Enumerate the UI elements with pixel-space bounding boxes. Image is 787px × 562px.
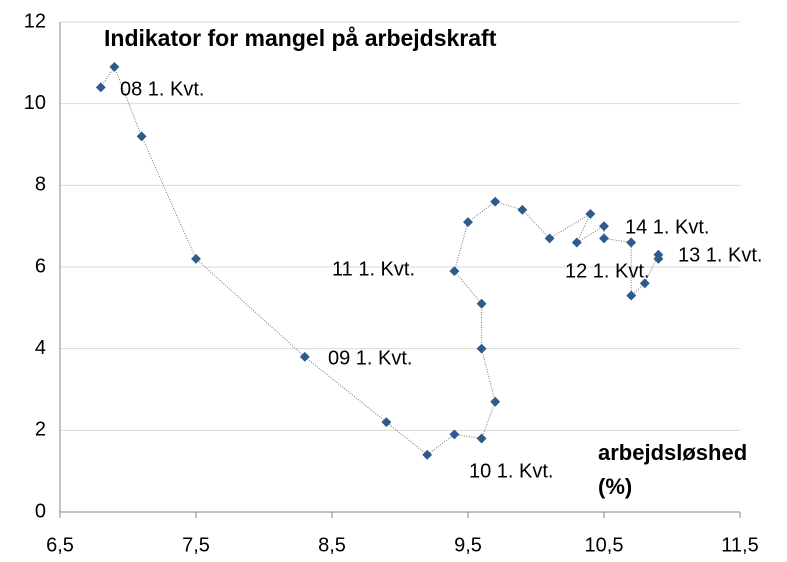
annotation: 09 1. Kvt. [328,347,413,369]
point [476,343,487,354]
x-tick-label: 10,5 [585,534,624,556]
y-tick-label: 4 [35,337,46,359]
annotation: 10 1. Kvt. [469,460,554,482]
x-tick-label: 7,5 [182,534,210,556]
annotation: 08 1. Kvt. [120,78,205,100]
point [626,237,637,248]
annotation: 12 1. Kvt. [565,260,650,282]
point [544,233,555,244]
point [599,221,609,232]
x-tick-label: 11,5 [721,534,758,556]
point [191,253,201,264]
point [626,290,637,301]
point [299,351,310,362]
y-tick-label: 12 [24,10,46,32]
chart-title: Indikator for mangel på arbejdskraft [104,25,497,51]
x-tick-label: 8,5 [318,534,346,556]
annotation: 13 1. Kvt. [678,244,763,266]
y-tick-label: 6 [35,255,46,277]
point [490,396,501,407]
annotation: 11 1. Kvt. [332,258,415,280]
point [490,196,501,207]
point [136,131,147,142]
point [476,298,487,309]
point [476,433,487,444]
point [449,266,460,277]
point [517,204,528,215]
annotation: 14 1. Kvt. [625,216,710,238]
y-tick-label: 2 [35,419,46,441]
y-tick-label: 10 [24,92,46,114]
point [449,429,460,440]
x-tick-label: 9,5 [454,534,482,556]
point [95,82,106,93]
point [422,449,433,460]
point [571,237,582,248]
point [109,61,120,72]
y-tick-label: 8 [35,174,46,196]
y-tick-label: 0 [35,500,46,522]
x-tick-label: 6,5 [46,534,74,556]
point [599,233,609,244]
point [639,278,650,289]
point [463,217,473,228]
series-line [100,65,659,456]
point [381,417,392,428]
point [585,208,596,219]
x-axis-label: arbejdsløshed (%) [598,440,748,499]
